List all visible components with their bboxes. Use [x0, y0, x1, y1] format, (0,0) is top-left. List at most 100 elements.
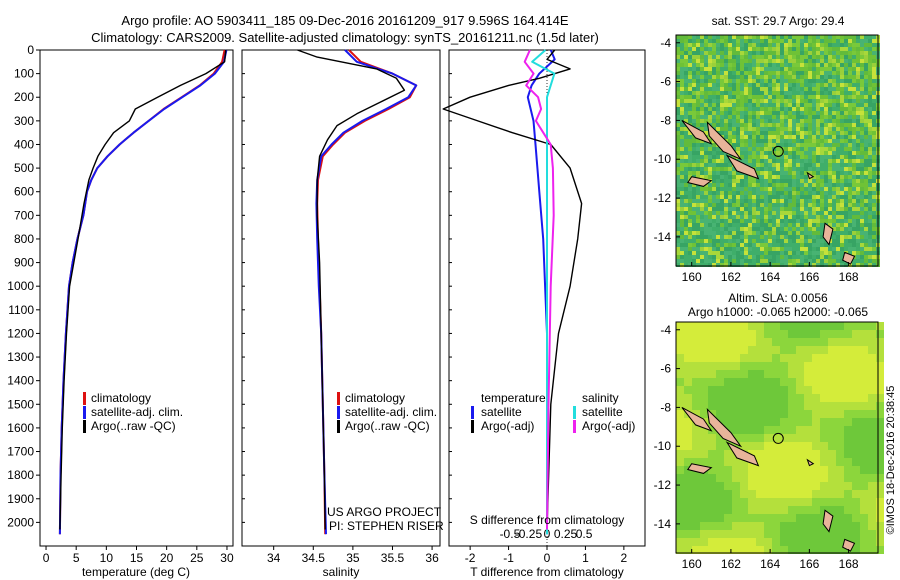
map-cell: [820, 107, 824, 111]
map-cell: [868, 410, 876, 418]
map-cell: [820, 223, 824, 227]
map-cell: [684, 219, 688, 223]
map-cell: [788, 55, 792, 59]
map-cell: [772, 386, 780, 394]
map-cell: [684, 95, 688, 99]
map-cell: [748, 338, 756, 346]
map-cell: [732, 39, 736, 43]
legend-t-argo: Argo(-adj): [481, 419, 534, 433]
map-cell: [820, 87, 824, 91]
map-cell: [856, 147, 860, 151]
map-cell: [756, 255, 760, 259]
map-cell: [716, 147, 720, 151]
map-cell: [716, 115, 720, 119]
map-cell: [732, 223, 736, 227]
map-cell: [768, 139, 772, 143]
map-cell: [776, 227, 780, 231]
map-cell: [684, 99, 688, 103]
map-cell: [788, 322, 796, 330]
map-cell: [740, 458, 748, 466]
map-cell: [804, 87, 808, 91]
map-cell: [836, 59, 840, 63]
map-cell: [840, 255, 844, 259]
map-cell: [840, 223, 844, 227]
map-cell: [796, 219, 800, 223]
map-cell: [792, 227, 796, 231]
map-cell: [860, 514, 868, 522]
map-cell: [812, 426, 820, 434]
map-cell: [720, 99, 724, 103]
map-cell: [832, 175, 836, 179]
map-cell: [836, 211, 840, 215]
map-cell: [756, 115, 760, 119]
map-cell: [792, 159, 796, 163]
map-cell: [708, 199, 712, 203]
map-cell: [724, 450, 732, 458]
map-cell: [804, 346, 812, 354]
map-cell: [680, 175, 684, 179]
map-cell: [788, 51, 792, 55]
map-cell: [788, 506, 796, 514]
map-cell: [868, 322, 876, 330]
map-cell: [800, 255, 804, 259]
map-cell: [716, 378, 724, 386]
map-cell: [844, 183, 848, 187]
map-cell: [696, 87, 700, 91]
map-cell: [720, 119, 724, 123]
map-cell: [824, 219, 828, 223]
map-cell: [788, 346, 796, 354]
map-cell: [748, 203, 752, 207]
map-cell: [820, 115, 824, 119]
map-cell: [864, 83, 868, 87]
x-tick-label: -2: [465, 551, 476, 565]
map-cell: [848, 43, 852, 47]
map-cell: [680, 251, 684, 255]
map-cell: [848, 55, 852, 59]
map-cell: [848, 119, 852, 123]
map-cell: [740, 187, 744, 191]
map-cell: [868, 482, 876, 490]
map-cell: [724, 215, 728, 219]
map-cell: [752, 51, 756, 55]
map-cell: [856, 123, 860, 127]
map-cell: [872, 35, 876, 39]
map-cell: [728, 135, 732, 139]
map-cell: [760, 183, 764, 187]
map-cell: [764, 330, 772, 338]
map-cell: [800, 227, 804, 231]
map-cell: [856, 183, 860, 187]
map-cell: [836, 143, 840, 147]
map-cell: [792, 187, 796, 191]
map-cell: [800, 143, 804, 147]
map-cell: [696, 215, 700, 219]
map-cell: [868, 123, 872, 127]
map-cell: [864, 247, 868, 251]
map-cell: [708, 243, 712, 247]
map-cell: [828, 322, 836, 330]
map-cell: [692, 322, 700, 330]
map-cell: [716, 255, 720, 259]
map-cell: [720, 155, 724, 159]
map-cell: [780, 195, 784, 199]
map-cell: [676, 111, 680, 115]
map-cell: [868, 466, 876, 474]
map-cell: [864, 175, 868, 179]
map-cell: [724, 530, 732, 538]
map-cell: [780, 171, 784, 175]
map-cell: [676, 239, 680, 243]
map-cell: [684, 243, 688, 247]
map-cell: [676, 91, 680, 95]
map-cell: [820, 95, 824, 99]
map-cell: [860, 426, 868, 434]
map-cell: [752, 223, 756, 227]
map-cell: [752, 255, 756, 259]
map-cell: [800, 55, 804, 59]
map-cell: [856, 59, 860, 63]
map-cell: [740, 199, 744, 203]
legend-swatch-t-argo: [471, 420, 474, 433]
map-cell: [828, 47, 832, 51]
map-cell: [704, 119, 708, 123]
map-cell: [840, 171, 844, 175]
map-cell: [792, 39, 796, 43]
map-cell: [776, 35, 780, 39]
